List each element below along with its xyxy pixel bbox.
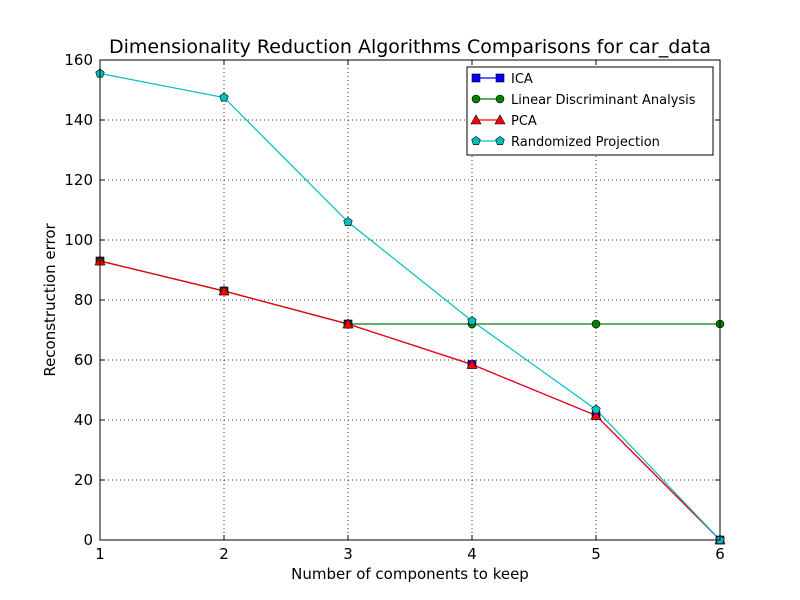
y-tick-label: 40 xyxy=(74,411,93,429)
legend-marker-pca xyxy=(494,114,506,125)
data-point-pca xyxy=(590,409,602,420)
x-tick-label: 3 xyxy=(343,545,353,563)
y-tick-label: 100 xyxy=(64,231,93,249)
legend-label-randomized-projection: Randomized Projection xyxy=(511,135,660,150)
legend-marker-pca xyxy=(470,114,482,125)
legend-label-ica: ICA xyxy=(511,72,533,87)
x-tick-label: 2 xyxy=(219,545,229,563)
data-point-randomized-projection xyxy=(219,92,229,102)
y-tick-label: 60 xyxy=(74,351,93,369)
series-line-linear-discriminant-analysis xyxy=(99,260,720,325)
legend-box xyxy=(466,66,714,156)
x-axis-ticks: 1 2 3 4 5 6 xyxy=(95,60,725,563)
series-line-ica xyxy=(99,260,721,541)
legend-marker-ica xyxy=(471,73,481,83)
data-point-pca xyxy=(342,318,354,329)
data-point-linear-discriminant-analysis xyxy=(591,319,601,329)
series-lines xyxy=(99,72,721,541)
data-point-randomized-projection xyxy=(467,316,477,325)
x-tick-label: 5 xyxy=(591,545,601,563)
legend-label-pca: PCA xyxy=(511,114,537,129)
legend-marker-randomized-projection xyxy=(495,136,505,145)
x-tick-label: 6 xyxy=(715,545,725,563)
y-tick-label: 0 xyxy=(83,531,93,549)
data-point-pca xyxy=(218,285,230,296)
y-tick-label: 160 xyxy=(64,51,93,69)
x-axis-label: Number of components to keep xyxy=(291,565,529,583)
y-tick-label: 80 xyxy=(74,291,93,309)
chart-title: Dimensionality Reduction Algorithms Comp… xyxy=(109,36,711,58)
x-tick-label: 1 xyxy=(95,545,105,563)
legend: ICA Linear Discriminant Analysis PCA Random… xyxy=(466,66,714,156)
series-line-randomized-projection xyxy=(99,72,721,541)
x-tick-label: 4 xyxy=(467,545,477,563)
legend-marker-linear-discriminant-analysis xyxy=(495,94,505,104)
y-tick-label: 120 xyxy=(64,171,93,189)
legend-marker-randomized-projection xyxy=(471,136,481,145)
data-point-randomized-projection xyxy=(591,404,601,414)
y-axis-label: Reconstruction error xyxy=(41,222,59,376)
y-tick-label: 140 xyxy=(64,111,93,129)
legend-label-linear-discriminant-analysis: Linear Discriminant Analysis xyxy=(511,93,696,108)
legend-marker-linear-discriminant-analysis xyxy=(471,94,481,104)
data-point-randomized-projection xyxy=(343,217,353,226)
legend-marker-ica xyxy=(495,73,505,83)
y-tick-label: 20 xyxy=(74,471,93,489)
series-line-pca xyxy=(99,260,721,541)
y-axis-ticks: 0 20 40 60 80 100 120 140 160 xyxy=(64,51,720,549)
data-point-pca xyxy=(466,358,478,369)
